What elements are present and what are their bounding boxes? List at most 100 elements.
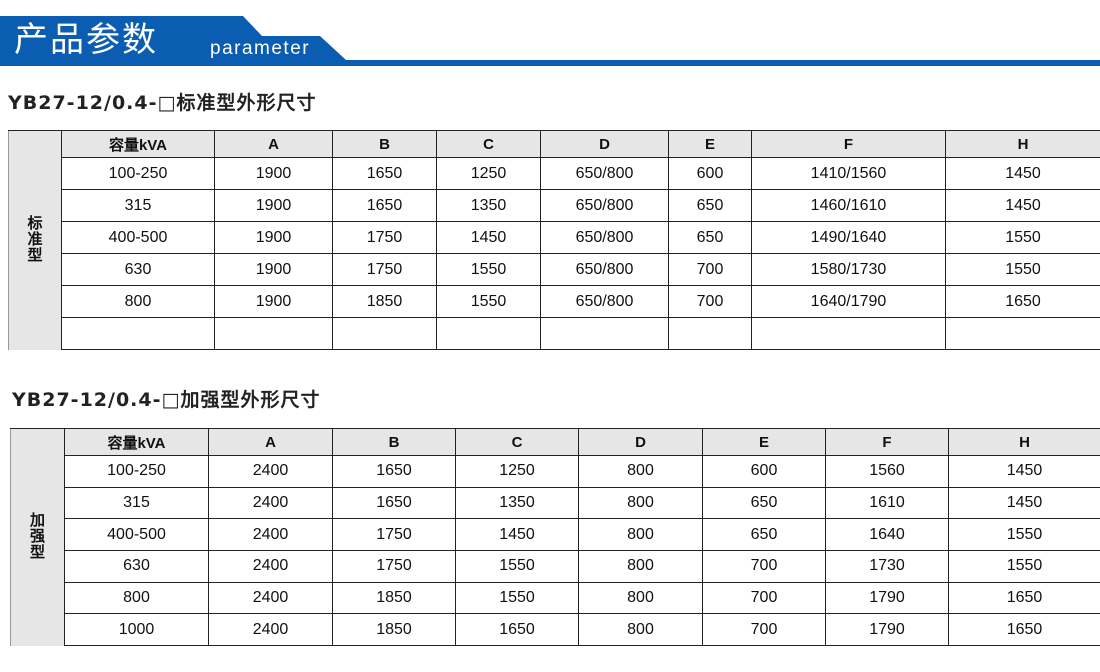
table-cell: 1640/1790	[751, 285, 946, 318]
table-cell: 1750	[332, 518, 456, 552]
table-cell: 1850	[332, 613, 456, 647]
table-cell: 650/800	[540, 157, 669, 190]
table-cell: 800	[578, 518, 703, 552]
table-cell	[214, 317, 333, 350]
table-cell: 1450	[945, 157, 1100, 190]
table-cell: 1650	[332, 189, 437, 222]
table-cell	[751, 317, 946, 350]
table-cell: 630	[61, 253, 215, 286]
table-row: 400-500 1900 1750 1450 650/800 650 1490/1640 15…	[9, 221, 1100, 254]
table-cell: 400-500	[64, 518, 209, 552]
table-cell: 1460/1610	[751, 189, 946, 222]
table-cell: 1900	[214, 189, 333, 222]
table-cell: 600	[668, 157, 752, 190]
table-cell: 1450	[436, 221, 541, 254]
table-cell: 2400	[208, 581, 333, 615]
table-cell: 700	[702, 613, 826, 647]
column-header: F	[825, 428, 949, 456]
table-cell: 650	[702, 486, 826, 520]
table-cell: 1640	[825, 518, 949, 552]
table-row: 100-250 1900 1650 1250 650/800 600 1410/1560 14…	[9, 157, 1100, 190]
column-header: B	[332, 428, 456, 456]
table-cell: 1550	[455, 581, 579, 615]
table-cell: 1550	[455, 550, 579, 583]
column-header: A	[208, 428, 333, 456]
table-cell: 800	[61, 285, 215, 318]
table-cell	[540, 317, 669, 350]
table-cell: 650/800	[540, 189, 669, 222]
table-cell: 1900	[214, 221, 333, 254]
standard-dimensions-table: 标准型容量kVA A B C D E F H 100-250 1900 1650 1250 650/80…	[8, 130, 1100, 350]
table-cell: 1650	[332, 455, 456, 488]
column-header: H	[945, 130, 1100, 158]
table-row: 630 1900 1750 1550 650/800 700 1580/1730 1550	[9, 253, 1100, 286]
table-cell: 1850	[332, 581, 456, 615]
table-cell	[668, 317, 752, 350]
table-cell: 1650	[455, 613, 579, 647]
table-cell: 700	[702, 581, 826, 615]
standard-table-title: YB27-12/0.4-□标准型外形尺寸	[8, 92, 317, 114]
table-cell: 1350	[455, 486, 579, 520]
header-banner	[0, 16, 1100, 66]
table-cell: 1450	[948, 455, 1100, 488]
table-cell: 315	[61, 189, 215, 222]
table-cell: 700	[668, 285, 752, 318]
table-cell: 1550	[948, 518, 1100, 552]
table-cell: 1790	[825, 581, 949, 615]
table-cell: 1550	[945, 253, 1100, 286]
table-cell	[945, 317, 1100, 350]
table-row: 800 1900 1850 1550 650/800 700 1640/1790 1650	[9, 285, 1100, 318]
column-header: 容量kVA	[61, 130, 215, 158]
table-row	[9, 317, 1100, 350]
table-cell: 650/800	[540, 285, 669, 318]
table-cell: 700	[668, 253, 752, 286]
table-cell	[436, 317, 541, 350]
table-cell: 800	[578, 486, 703, 520]
table-row: 100-250 2400 1650 1250 800 600 1560 1450	[11, 455, 1100, 488]
table-cell: 800	[578, 455, 703, 488]
reinforced-table-title: YB27-12/0.4-□加强型外形尺寸	[12, 389, 321, 411]
table-row: 1000 2400 1850 1650 800 700 1790 1650	[11, 613, 1100, 647]
table-cell: 600	[702, 455, 826, 488]
table-cell: 650/800	[540, 253, 669, 286]
table-cell: 1580/1730	[751, 253, 946, 286]
table-cell: 1650	[945, 285, 1100, 318]
table-cell: 1750	[332, 221, 437, 254]
column-header: H	[948, 428, 1100, 456]
table-cell: 650	[668, 189, 752, 222]
table-cell: 700	[702, 550, 826, 583]
table-cell: 1450	[455, 518, 579, 552]
table-cell: 650	[668, 221, 752, 254]
table-cell: 2400	[208, 486, 333, 520]
table-cell: 800	[578, 581, 703, 615]
table-cell: 800	[578, 613, 703, 647]
table-cell: 1900	[214, 157, 333, 190]
table-cell: 1750	[332, 550, 456, 583]
column-header: F	[751, 130, 946, 158]
table-cell: 1550	[436, 285, 541, 318]
table-cell: 1410/1560	[751, 157, 946, 190]
table-cell: 1790	[825, 613, 949, 647]
header-row: 标准型容量kVA A B C D E F H	[8, 130, 1100, 350]
table-cell: 1550	[945, 221, 1100, 254]
table-cell: 1490/1640	[751, 221, 946, 254]
table-cell: 650	[702, 518, 826, 552]
column-header: E	[668, 130, 752, 158]
table-row: 400-500 2400 1750 1450 800 650 1640 1550	[11, 518, 1100, 552]
table-cell	[61, 317, 215, 350]
side-label: 加强型	[10, 427, 65, 646]
column-header: 容量kVA	[64, 428, 209, 456]
table-row: 315 2400 1650 1350 800 650 1610 1450	[11, 486, 1100, 520]
table-cell: 1610	[825, 486, 949, 520]
table-cell: 1450	[945, 189, 1100, 222]
table-cell: 2400	[208, 455, 333, 488]
table-cell: 100-250	[64, 455, 209, 488]
side-label: 标准型	[8, 130, 62, 350]
table-cell: 1350	[436, 189, 541, 222]
column-header: C	[455, 428, 579, 456]
table-cell: 1900	[214, 285, 333, 318]
table-cell: 1730	[825, 550, 949, 583]
table-cell: 1550	[948, 550, 1100, 583]
table-cell: 1750	[332, 253, 437, 286]
table-row: 630 2400 1750 1550 800 700 1730 1550	[11, 550, 1100, 583]
